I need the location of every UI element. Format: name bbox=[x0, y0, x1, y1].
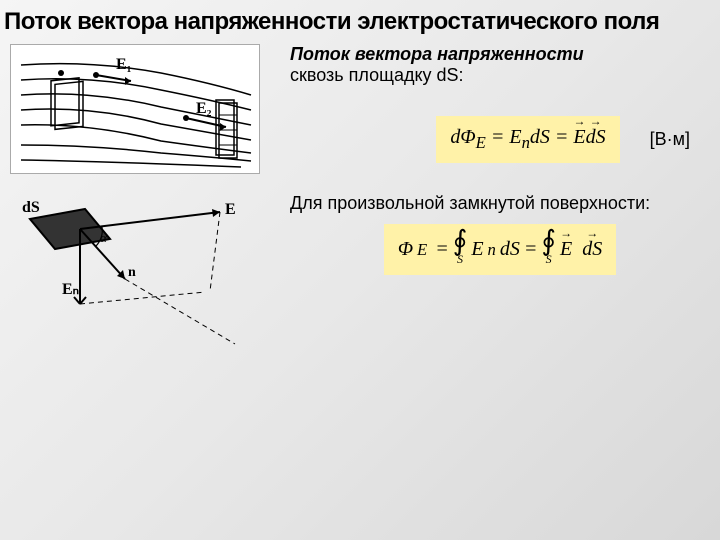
alpha-label: α bbox=[100, 230, 108, 245]
subtitle-bold: Поток вектора напряженности bbox=[290, 44, 584, 64]
content-area: E₁ E₂ dS E bbox=[0, 44, 720, 354]
oint1-icon: ∮S bbox=[453, 232, 468, 267]
formula2-wrap: ΦE = ∮S EndS = ∮S EdS bbox=[290, 224, 710, 275]
right-column: Поток вектора напряженности сквозь площа… bbox=[280, 44, 710, 354]
f2-t2b: dS bbox=[582, 238, 602, 261]
subtitle: Поток вектора напряженности сквозь площа… bbox=[290, 44, 710, 86]
e1-label: E₁ bbox=[116, 56, 132, 73]
f1-eq2: = bbox=[550, 126, 574, 148]
oint2-icon: ∮S bbox=[541, 232, 556, 267]
e2-label: E₂ bbox=[196, 100, 212, 117]
flux-element-diagram: dS E n Eₙ α bbox=[10, 184, 280, 354]
f1-t2a: E bbox=[573, 126, 585, 149]
formula1: dΦE = EndS = EdS bbox=[436, 116, 619, 163]
f2-t1a: E bbox=[471, 238, 483, 261]
subtitle-rest: сквозь площадку dS: bbox=[290, 65, 464, 85]
f1-lhs: dΦ bbox=[450, 126, 475, 148]
page-title: Поток вектора напряженности электростати… bbox=[0, 0, 720, 44]
field-lines-diagram: E₁ E₂ bbox=[10, 44, 260, 174]
f1-t1sub: n bbox=[522, 133, 530, 152]
f2-eq2: = bbox=[524, 238, 538, 261]
unit-label: [В·м] bbox=[650, 129, 690, 150]
f1-t1b: dS bbox=[530, 126, 550, 148]
ds-label: dS bbox=[22, 199, 40, 216]
f2-t1b: dS bbox=[500, 238, 520, 261]
en-label: Eₙ bbox=[62, 281, 79, 298]
f2-lhs: Φ bbox=[398, 238, 413, 261]
f1-t2b: dS bbox=[586, 126, 606, 149]
closed-surface-text: Для произвольной замкнутой поверхности: bbox=[290, 193, 710, 214]
f2-t1sub: n bbox=[488, 240, 496, 260]
f2-lhs-sub: E bbox=[417, 240, 427, 260]
f1-eq: = bbox=[486, 126, 510, 148]
formula1-row: dΦE = EndS = EdS [В·м] bbox=[290, 116, 690, 163]
f1-lhs-sub: E bbox=[476, 133, 486, 152]
formula2: ΦE = ∮S EndS = ∮S EdS bbox=[384, 224, 616, 275]
e-label: E bbox=[225, 201, 236, 218]
n-label: n bbox=[128, 265, 136, 280]
f2-t2a: E bbox=[560, 238, 572, 261]
left-column: E₁ E₂ dS E bbox=[10, 44, 280, 354]
f1-t1a: E bbox=[509, 126, 521, 148]
f2-eq: = bbox=[435, 238, 449, 261]
